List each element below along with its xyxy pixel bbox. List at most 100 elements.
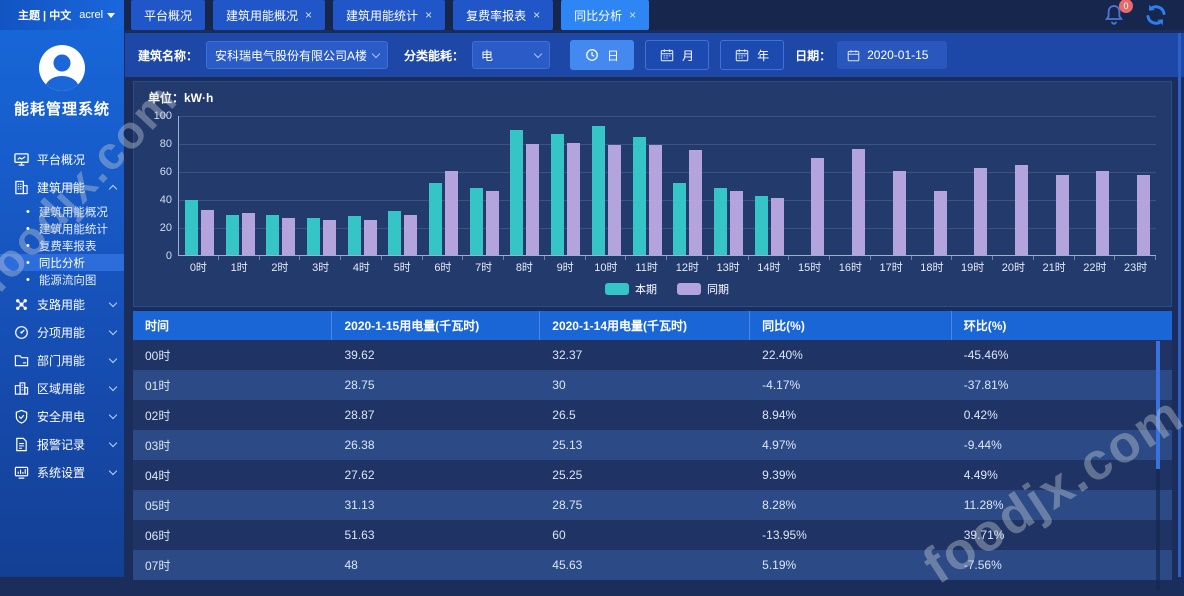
bar-group-15时	[790, 116, 831, 255]
notification-bell-button[interactable]: 0	[1102, 3, 1126, 27]
table-cell: 51.63	[332, 520, 540, 550]
sidebar-item-区域用能[interactable]: 区域用能	[0, 374, 124, 402]
chevron-down-icon	[109, 466, 117, 474]
sidebar-item-平台概况[interactable]: 平台概况	[0, 145, 124, 173]
sidebar-subitem-建筑用能概况[interactable]: •建筑用能概况	[0, 203, 124, 220]
building-icon	[14, 180, 29, 195]
sidebar-item-系统设置[interactable]: 系统设置	[0, 458, 124, 486]
tab-close-icon[interactable]: ×	[305, 9, 312, 21]
tab-复费率报表[interactable]: 复费率报表×	[453, 0, 553, 30]
table-cell: 4.97%	[750, 430, 952, 460]
sidebar-item-支路用能[interactable]: 支路用能	[0, 290, 124, 318]
bar-group-22时	[1074, 116, 1115, 255]
bullet-icon: •	[26, 223, 30, 235]
table-cell: 45.63	[540, 550, 750, 580]
table-cell: -13.95%	[750, 520, 952, 550]
chevron-down-icon	[109, 382, 117, 390]
user-name: acrel	[79, 9, 103, 21]
table-scrollbar-thumb[interactable]	[1156, 341, 1160, 469]
sidebar-subitem-建筑用能统计[interactable]: • 建筑用能统计	[0, 220, 124, 237]
theme-language-label[interactable]: 主题 | 中文	[18, 7, 71, 23]
bar-同期-18时	[934, 191, 947, 255]
bar-本期-9时	[551, 134, 564, 255]
user-menu[interactable]: acrel	[79, 9, 115, 21]
x-tick-label: 22时	[1075, 259, 1116, 275]
tab-建筑用能概况[interactable]: 建筑用能概况×	[213, 0, 325, 30]
tab-close-icon[interactable]: ×	[533, 9, 540, 21]
sidebar-item-部门用能[interactable]: 部门用能	[0, 346, 124, 374]
sidebar-subitem-能源流向图[interactable]: •能源流向图	[0, 271, 124, 288]
table-cell: 22.40%	[750, 340, 952, 370]
calendar-icon	[660, 48, 674, 62]
building-select[interactable]: 安科瑞电气股份有限公司A楼	[206, 41, 388, 69]
filter-bar: 建筑名称： 安科瑞电气股份有限公司A楼 分类能耗： 电 日月年 日期： 2020…	[125, 33, 1184, 77]
bar-同期-17时	[893, 171, 906, 255]
energy-type-select[interactable]: 电	[472, 41, 550, 69]
date-input[interactable]: 2020-01-15	[837, 41, 947, 69]
sidebar-item-label: 分项用能	[37, 324, 85, 341]
bar-本期-3时	[307, 218, 320, 255]
period-button-group: 日月年	[570, 40, 795, 70]
table-cell: 8.28%	[750, 490, 952, 520]
tab-close-icon[interactable]: ×	[629, 9, 636, 21]
table-cell: 26.5	[540, 400, 750, 430]
refresh-icon	[1144, 3, 1168, 27]
period-button-日[interactable]: 日	[570, 40, 634, 70]
bar-同期-14时	[771, 198, 784, 255]
sidebar-subitem-label: 建筑用能概况	[39, 204, 108, 220]
bar-同期-8时	[526, 144, 539, 255]
bar-同期-21时	[1056, 175, 1069, 256]
bar-同期-7时	[486, 191, 499, 255]
tab-平台概况[interactable]: 平台概况	[131, 0, 205, 30]
sidebar-subitem-同比分析[interactable]: •同比分析	[0, 254, 124, 271]
x-tick-label: 12时	[667, 259, 708, 275]
sidebar-item-分项用能[interactable]: 分项用能	[0, 318, 124, 346]
sidebar-item-安全用电[interactable]: 安全用电	[0, 402, 124, 430]
column-header-2020-1-15用电量(千瓦时): 2020-1-15用电量(千瓦时)	[332, 311, 540, 340]
tab-close-icon[interactable]: ×	[425, 9, 432, 21]
sidebar-subitem-复费率报表[interactable]: •复费率报表	[0, 237, 124, 254]
bar-group-5时	[383, 116, 424, 255]
period-button-年[interactable]: 年	[720, 40, 784, 70]
bar-同期-1时	[242, 213, 255, 255]
tab-label: 建筑用能统计	[346, 7, 418, 24]
chevron-down-icon	[109, 354, 117, 362]
bar-同期-5时	[404, 215, 417, 255]
bar-本期-1时	[226, 215, 239, 255]
x-tick-label: 5时	[382, 259, 423, 275]
period-button-月[interactable]: 月	[645, 40, 709, 70]
x-tick-label: 19时	[952, 259, 993, 275]
tab-建筑用能统计[interactable]: 建筑用能统计 ×	[333, 0, 445, 30]
folder-icon	[14, 353, 29, 368]
sidebar-item-建筑用能[interactable]: 建筑用能	[0, 173, 124, 201]
legend-item-同期[interactable]: 同期	[677, 281, 729, 297]
sidebar-item-label: 支路用能	[37, 296, 85, 313]
sidebar-item-label: 区域用能	[37, 380, 85, 397]
table-cell: 31.13	[332, 490, 540, 520]
table-cell: 11.28%	[952, 490, 1172, 520]
bar-同期-4时	[364, 220, 377, 255]
x-tick-label: 13时	[708, 259, 749, 275]
bar-同期-23时	[1137, 175, 1150, 256]
bar-同期-11时	[649, 145, 662, 255]
bar-group-2时	[260, 116, 301, 255]
monitor-icon	[14, 152, 29, 167]
bar-本期-7时	[470, 188, 483, 255]
sidebar-item-报警记录[interactable]: 报警记录	[0, 430, 124, 458]
refresh-button[interactable]	[1144, 3, 1168, 27]
legend-item-本期[interactable]: 本期	[605, 281, 657, 297]
chart-plot-area	[178, 116, 1156, 256]
table-cell: 30	[540, 370, 750, 400]
bar-group-1时	[220, 116, 261, 255]
bar-同期-13时	[730, 191, 743, 255]
table-cell: 03时	[133, 430, 332, 460]
tab-同比分析[interactable]: 同比分析×	[561, 0, 649, 30]
bar-group-14时	[749, 116, 790, 255]
x-tick-label: 9时	[545, 259, 586, 275]
y-tick-label: 80	[136, 138, 172, 150]
page-scrollbar[interactable]	[1178, 33, 1181, 577]
table-scrollbar[interactable]	[1156, 341, 1160, 590]
sidebar-subitem-label: 建筑用能统计	[39, 221, 108, 237]
